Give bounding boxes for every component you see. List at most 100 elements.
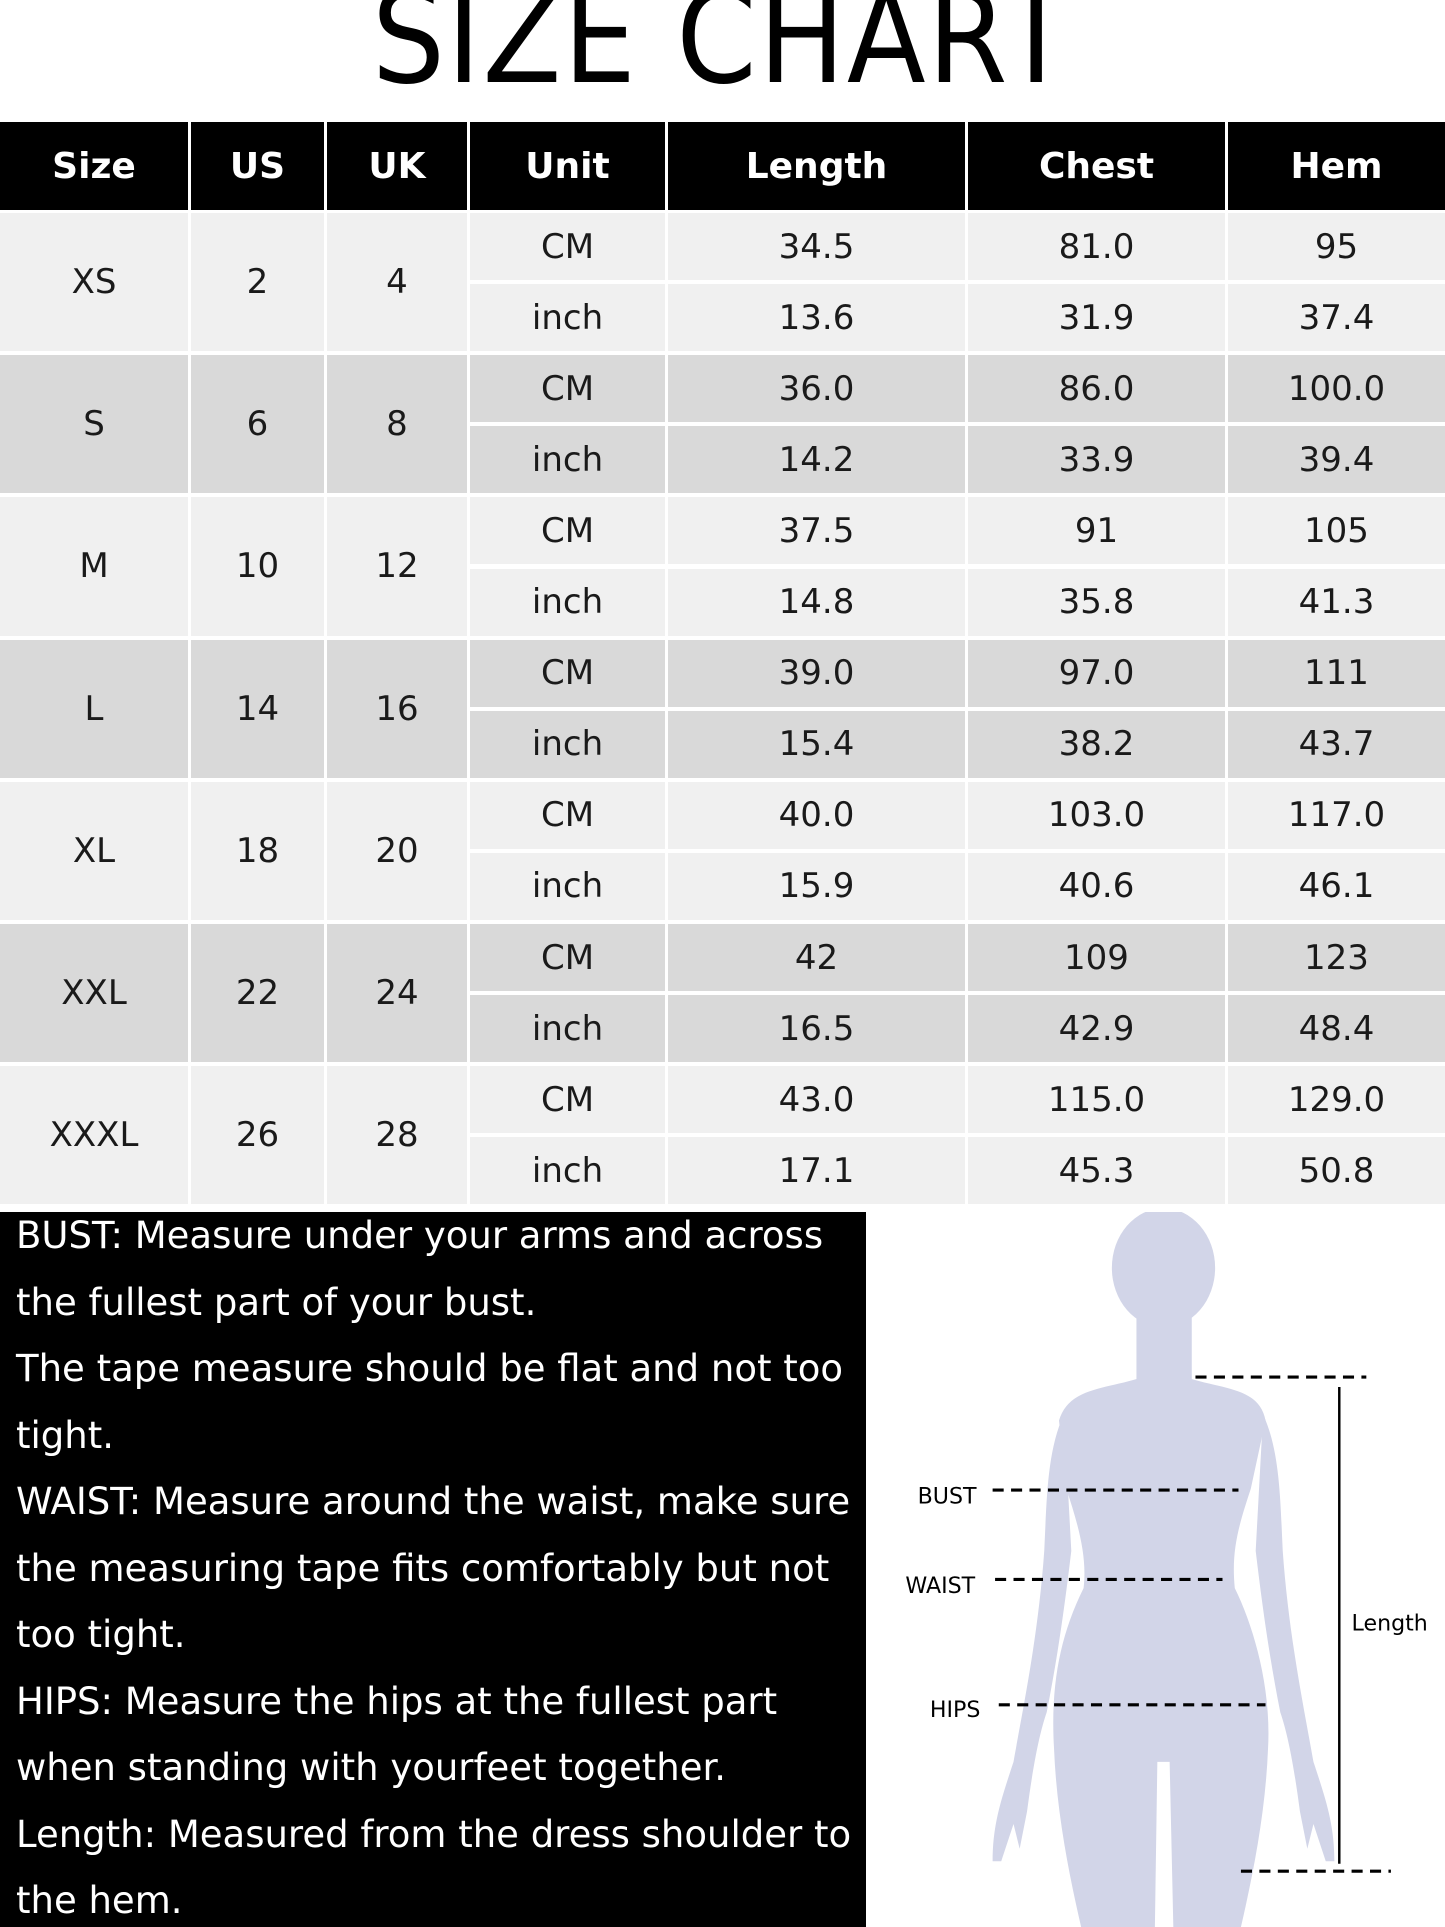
unit-cell: inch (470, 426, 665, 494)
size-us-cell: 26 (191, 1066, 324, 1205)
size-size-cell: XXXL (0, 1066, 188, 1205)
size-uk-cell: 28 (327, 1066, 467, 1205)
measurement-cell: 105 (1228, 497, 1445, 565)
unit-cell: inch (470, 568, 665, 636)
size-us-cell: 2 (191, 213, 324, 352)
bust-label: BUST (918, 1484, 977, 1510)
measurement-cell: 14.2 (668, 426, 965, 494)
measurement-cell: 45.3 (968, 1137, 1225, 1205)
silhouette-icon (992, 1212, 1335, 1927)
size-size-cell: L (0, 639, 188, 778)
page-title: SIZE CHART (371, 0, 1074, 113)
unit-cell: CM (470, 213, 665, 281)
instruction-line: BUST: Measure under your arms and across (16, 1214, 824, 1257)
unit-cell: inch (470, 852, 665, 920)
instruction-line: the measuring tape fits comfortably but … (16, 1546, 830, 1590)
measurement-cell: 50.8 (1228, 1137, 1445, 1205)
unit-cell: inch (470, 1137, 665, 1205)
instruction-line: HIPS: Measure the hips at the fullest pa… (16, 1679, 778, 1723)
measurement-cell: 16.5 (668, 995, 965, 1063)
unit-cell: CM (470, 639, 665, 707)
column-header: Unit (470, 122, 665, 210)
instruction-line: the fullest part of your bust. (16, 1280, 537, 1324)
unit-cell: CM (470, 924, 665, 992)
instruction-line: too tight. (16, 1613, 186, 1656)
unit-cell: CM (470, 355, 665, 423)
measurement-cell: 15.9 (668, 852, 965, 920)
measurement-cell: 14.8 (668, 568, 965, 636)
measurement-cell: 39.4 (1228, 426, 1445, 494)
size-us-cell: 22 (191, 924, 324, 1063)
measurement-cell: 17.1 (668, 1137, 965, 1205)
size-size-cell: M (0, 497, 188, 636)
instruction-line: the hem. (16, 1879, 183, 1922)
length-label: Length (1352, 1610, 1428, 1636)
size-uk-cell: 8 (327, 355, 467, 494)
size-uk-cell: 12 (327, 497, 467, 636)
measurement-cell: 43.0 (668, 1066, 965, 1134)
measurement-cell: 37.4 (1228, 284, 1445, 352)
measurement-cell: 81.0 (968, 213, 1225, 281)
unit-cell: CM (470, 781, 665, 849)
unit-cell: CM (470, 1066, 665, 1134)
measurement-cell: 103.0 (968, 781, 1225, 849)
size-size-cell: XXL (0, 924, 188, 1063)
measurement-cell: 13.6 (668, 284, 965, 352)
measurement-cell: 37.5 (668, 497, 965, 565)
unit-cell: inch (470, 995, 665, 1063)
measurement-cell: 42.9 (968, 995, 1225, 1063)
measurement-cell: 48.4 (1228, 995, 1445, 1063)
unit-cell: CM (470, 497, 665, 565)
measurement-cell: 100.0 (1228, 355, 1445, 423)
column-header: Length (668, 122, 965, 210)
measurement-cell: 15.4 (668, 710, 965, 778)
measurement-cell: 35.8 (968, 568, 1225, 636)
column-header: UK (327, 122, 467, 210)
measurement-cell: 97.0 (968, 639, 1225, 707)
size-size-cell: XL (0, 781, 188, 920)
measurement-cell: 129.0 (1228, 1066, 1445, 1134)
measurement-cell: 46.1 (1228, 852, 1445, 920)
measurement-cell: 40.0 (668, 781, 965, 849)
size-us-cell: 10 (191, 497, 324, 636)
measurement-cell: 42 (668, 924, 965, 992)
measurement-cell: 36.0 (668, 355, 965, 423)
instruction-line: when standing with yourfeet together. (16, 1746, 727, 1789)
size-uk-cell: 20 (327, 781, 467, 920)
measurement-cell: 34.5 (668, 213, 965, 281)
unit-cell: inch (470, 284, 665, 352)
measurement-instructions: BUST: Measure under your arms and across… (0, 1212, 866, 1927)
measurement-cell: 115.0 (968, 1066, 1225, 1134)
measurement-cell: 33.9 (968, 426, 1225, 494)
size-size-cell: S (0, 355, 188, 494)
instruction-line: tight. (16, 1413, 114, 1457)
size-us-cell: 6 (191, 355, 324, 494)
size-uk-cell: 24 (327, 924, 467, 1063)
measurement-cell: 109 (968, 924, 1225, 992)
column-header: Chest (968, 122, 1225, 210)
measurement-cell: 95 (1228, 213, 1445, 281)
size-us-cell: 14 (191, 639, 324, 778)
waist-label: WAIST (905, 1573, 975, 1599)
column-header: Size (0, 122, 188, 210)
instruction-line: WAIST: Measure around the waist, make su… (16, 1480, 851, 1523)
measurement-cell: 117.0 (1228, 781, 1445, 849)
measurement-cell: 40.6 (968, 852, 1225, 920)
column-header: US (191, 122, 324, 210)
measurement-cell: 43.7 (1228, 710, 1445, 778)
body-measurement-figure: BUST WAIST HIPS Length (905, 1212, 1428, 1927)
measurement-cell: 39.0 (668, 639, 965, 707)
measurement-cell: 38.2 (968, 710, 1225, 778)
measurement-cell: 111 (1228, 639, 1445, 707)
measurement-cell: 86.0 (968, 355, 1225, 423)
measurement-cell: 41.3 (1228, 568, 1445, 636)
measurement-cell: 31.9 (968, 284, 1225, 352)
instruction-line: Length: Measured from the dress shoulder… (16, 1812, 852, 1856)
size-size-cell: XS (0, 213, 188, 352)
measurement-cell: 123 (1228, 924, 1445, 992)
size-uk-cell: 16 (327, 639, 467, 778)
unit-cell: inch (470, 710, 665, 778)
column-header: Hem (1228, 122, 1445, 210)
measurement-cell: 91 (968, 497, 1225, 565)
instruction-line: The tape measure should be flat and not … (16, 1347, 844, 1390)
